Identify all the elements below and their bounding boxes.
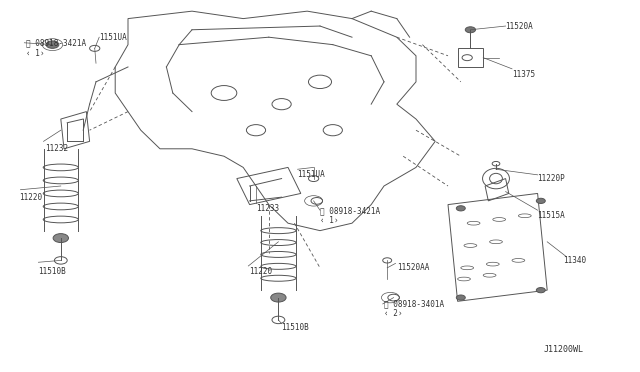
Circle shape	[53, 234, 68, 243]
Circle shape	[456, 206, 465, 211]
Text: 11232: 11232	[45, 144, 68, 153]
Text: 11510B: 11510B	[282, 323, 309, 332]
Text: 11375: 11375	[512, 70, 535, 79]
Text: 11520AA: 11520AA	[397, 263, 429, 272]
Circle shape	[456, 295, 465, 300]
Text: 11520A: 11520A	[506, 22, 533, 31]
Text: J11200WL: J11200WL	[544, 345, 584, 354]
Circle shape	[271, 293, 286, 302]
Text: 1151UA: 1151UA	[99, 33, 127, 42]
Text: 11515A: 11515A	[538, 211, 565, 220]
Text: 1151UA: 1151UA	[298, 170, 325, 179]
Text: 11340: 11340	[563, 256, 586, 265]
Text: ⓓ 08918-3421A
‹ 1›: ⓓ 08918-3421A ‹ 1›	[320, 206, 380, 225]
Text: 11510B: 11510B	[38, 267, 66, 276]
Text: ⓓ 08918-3401A
‹ 2›: ⓓ 08918-3401A ‹ 2›	[384, 299, 444, 318]
Circle shape	[536, 288, 545, 293]
Text: 11233: 11233	[256, 204, 279, 213]
Text: ⓓ 08918-3421A
‹ 1›: ⓓ 08918-3421A ‹ 1›	[26, 39, 86, 58]
Text: 11220: 11220	[250, 267, 273, 276]
Circle shape	[46, 41, 59, 48]
Circle shape	[536, 198, 545, 203]
Text: 11220: 11220	[19, 193, 42, 202]
Circle shape	[465, 27, 476, 33]
Text: 11220P: 11220P	[538, 174, 565, 183]
